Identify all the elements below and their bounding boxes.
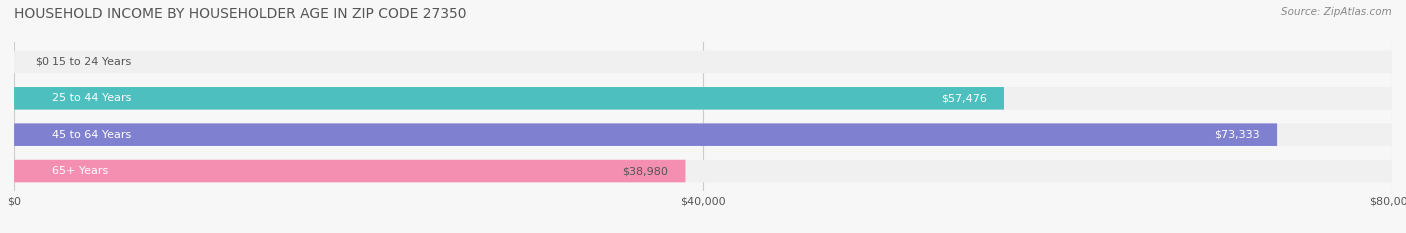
Text: 25 to 44 Years: 25 to 44 Years: [52, 93, 131, 103]
Text: $73,333: $73,333: [1215, 130, 1260, 140]
Text: 15 to 24 Years: 15 to 24 Years: [52, 57, 131, 67]
Text: $57,476: $57,476: [941, 93, 987, 103]
Text: HOUSEHOLD INCOME BY HOUSEHOLDER AGE IN ZIP CODE 27350: HOUSEHOLD INCOME BY HOUSEHOLDER AGE IN Z…: [14, 7, 467, 21]
Text: Source: ZipAtlas.com: Source: ZipAtlas.com: [1281, 7, 1392, 17]
Text: 65+ Years: 65+ Years: [52, 166, 108, 176]
FancyBboxPatch shape: [14, 123, 1277, 146]
FancyBboxPatch shape: [14, 51, 1392, 73]
FancyBboxPatch shape: [14, 160, 1392, 182]
FancyBboxPatch shape: [14, 87, 1392, 110]
FancyBboxPatch shape: [14, 160, 686, 182]
FancyBboxPatch shape: [14, 123, 1392, 146]
Text: $0: $0: [35, 57, 49, 67]
Text: 45 to 64 Years: 45 to 64 Years: [52, 130, 131, 140]
Text: $38,980: $38,980: [623, 166, 668, 176]
FancyBboxPatch shape: [14, 87, 1004, 110]
